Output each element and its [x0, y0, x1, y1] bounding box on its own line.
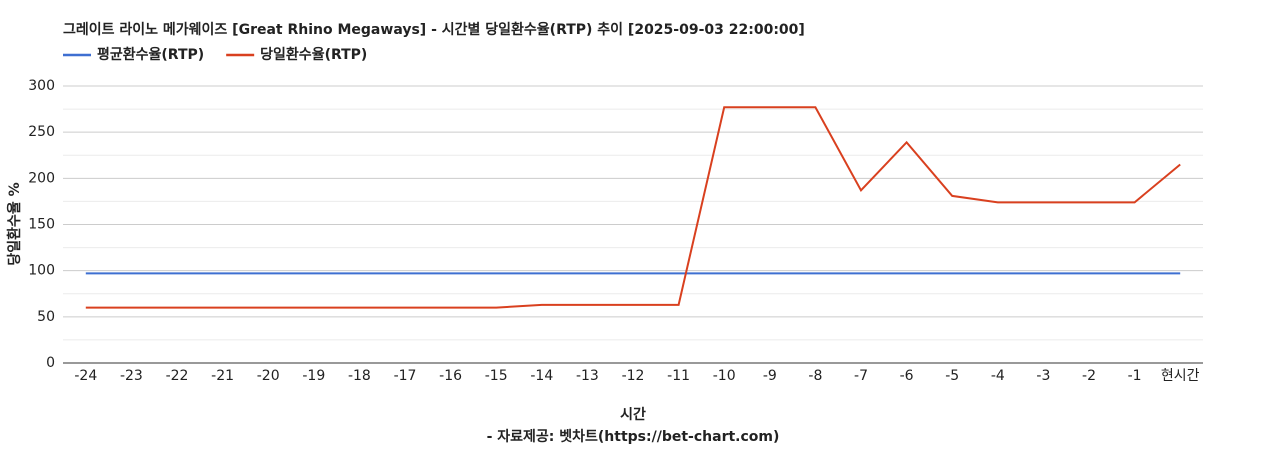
- x-tick-label: -4: [991, 368, 1005, 384]
- y-tick-label: 0: [46, 355, 55, 371]
- x-tick-label: -17: [394, 368, 417, 384]
- x-tick-label: -23: [120, 368, 143, 384]
- x-tick-label: -21: [211, 368, 234, 384]
- x-tick-label: 현시간: [1161, 368, 1200, 384]
- y-tick-label: 50: [37, 309, 55, 325]
- x-tick-label: -1: [1128, 368, 1142, 384]
- x-tick-label: -19: [302, 368, 325, 384]
- chart-title: 그레이트 라이노 메가웨이즈 [Great Rhino Megaways] - …: [63, 21, 805, 38]
- x-tick-label: -20: [257, 368, 280, 384]
- x-tick-label: -18: [348, 368, 371, 384]
- x-tick-label: -5: [945, 368, 959, 384]
- x-tick-label: -7: [854, 368, 868, 384]
- x-tick-label: -11: [667, 368, 690, 384]
- x-tick-label: -8: [808, 368, 822, 384]
- y-tick-label: 150: [28, 217, 55, 233]
- y-axis-label: 당일환수율 %: [6, 182, 23, 265]
- source: - 자료제공: 벳차트(https://bet-chart.com): [487, 428, 780, 445]
- x-tick-label: -15: [485, 368, 508, 384]
- x-tick-label: -6: [900, 368, 914, 384]
- y-tick-label: 200: [28, 170, 55, 186]
- legend-label: 평균환수율(RTP): [97, 46, 204, 63]
- series-line: [85, 106, 1181, 309]
- x-axis-label: 시간: [620, 406, 646, 423]
- y-tick-label: 250: [28, 124, 55, 140]
- y-tick-label: 100: [28, 263, 55, 279]
- x-tick-label: -2: [1082, 368, 1096, 384]
- x-tick-label: -16: [439, 368, 462, 384]
- y-tick-label: 300: [28, 78, 55, 94]
- x-tick-label: -3: [1036, 368, 1050, 384]
- x-tick-label: -24: [74, 368, 97, 384]
- legend-label: 당일환수율(RTP): [260, 46, 367, 63]
- x-tick-label: -22: [166, 368, 189, 384]
- x-tick-label: -9: [763, 368, 777, 384]
- x-tick-label: -10: [713, 368, 736, 384]
- x-tick-label: -13: [576, 368, 599, 384]
- x-tick-label: -14: [530, 368, 553, 384]
- x-tick-label: -12: [622, 368, 645, 384]
